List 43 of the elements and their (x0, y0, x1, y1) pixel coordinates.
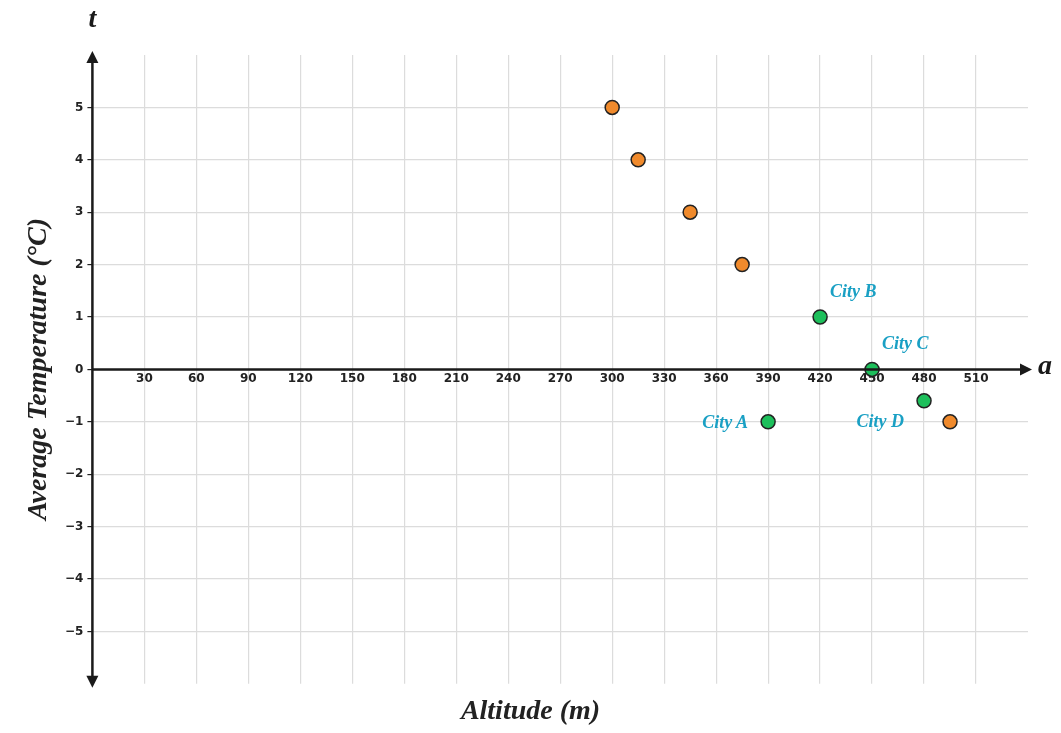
x-tick-label: 30 (136, 370, 153, 385)
point (682, 204, 698, 220)
x-tick-label: 420 (807, 370, 833, 385)
x-tick-label: 480 (911, 370, 937, 385)
y-tick-label: 5 (75, 99, 84, 114)
annotation: City A (702, 412, 749, 433)
point (734, 256, 750, 273)
y-axis-title: Average Temperature (°C) (21, 217, 53, 521)
y-tick-label: 3 (75, 204, 84, 219)
x-tick-label: 150 (339, 370, 365, 385)
x-tick-label: 90 (239, 370, 257, 385)
x-tick-label: 180 (391, 370, 417, 385)
annotation: City B (830, 280, 877, 301)
text: a (1038, 348, 1052, 380)
x-tick-label: 390 (755, 370, 781, 385)
y-tick-label: 4 (75, 151, 84, 166)
x-tick-label: 120 (287, 370, 313, 385)
y-tick-label: 0 (75, 361, 84, 376)
point (916, 393, 932, 409)
x-axis-title: Altitude (m) (458, 694, 602, 726)
x-tick-label: 270 (547, 370, 573, 385)
point (942, 414, 958, 430)
x-tick-label: 60 (188, 370, 205, 385)
annotation: City D (856, 411, 905, 432)
y-tick-label: −1 (65, 413, 84, 428)
x-tick-label: 510 (963, 370, 989, 385)
y-tick-label: −3 (65, 518, 84, 533)
x-tick-label: 210 (443, 370, 469, 385)
y-tick-label: −2 (65, 466, 84, 481)
x-tick-label: 300 (599, 370, 625, 385)
y-tick-label: 1 (75, 309, 84, 324)
point (604, 99, 620, 116)
point (812, 309, 828, 325)
y-tick-label: 2 (75, 256, 84, 271)
point (630, 152, 646, 168)
annotation: City C (882, 333, 930, 354)
y-tick-label: −5 (65, 623, 84, 638)
text: t (88, 2, 98, 34)
x-tick-label: 360 (703, 370, 729, 385)
x-tick-label: 330 (651, 370, 677, 385)
x-tick-label: 240 (495, 370, 521, 385)
y-tick-label: −4 (65, 571, 84, 586)
point (760, 414, 776, 430)
